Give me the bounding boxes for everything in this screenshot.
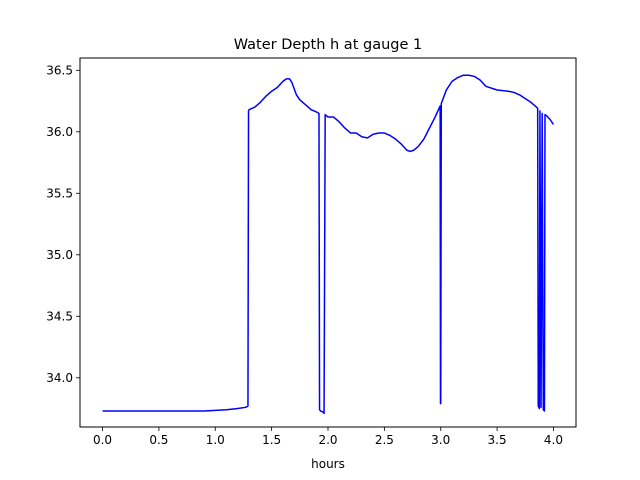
y-tick-label: 34.5 — [46, 309, 73, 323]
x-tick-label: 1.0 — [206, 433, 225, 447]
x-axis-label: hours — [311, 457, 345, 471]
x-tick-label: 3.5 — [488, 433, 507, 447]
x-tick-label: 0.5 — [149, 433, 168, 447]
y-tick-label: 35.0 — [46, 248, 73, 262]
x-tick-label: 2.0 — [318, 433, 337, 447]
y-tick-label: 34.0 — [46, 371, 73, 385]
x-tick-label: 4.0 — [544, 433, 563, 447]
x-tick-label: 3.0 — [431, 433, 450, 447]
y-tick-label: 36.5 — [46, 63, 73, 77]
x-tick-label: 2.5 — [375, 433, 394, 447]
y-tick-label: 35.5 — [46, 186, 73, 200]
x-tick-label: 1.5 — [262, 433, 281, 447]
y-tick-label: 36.0 — [46, 125, 73, 139]
series-line-1 — [102, 74, 555, 415]
chart-title: Water Depth h at gauge 1 — [234, 37, 422, 53]
plot-frame — [79, 57, 577, 428]
x-tick-label: 0.0 — [93, 433, 112, 447]
